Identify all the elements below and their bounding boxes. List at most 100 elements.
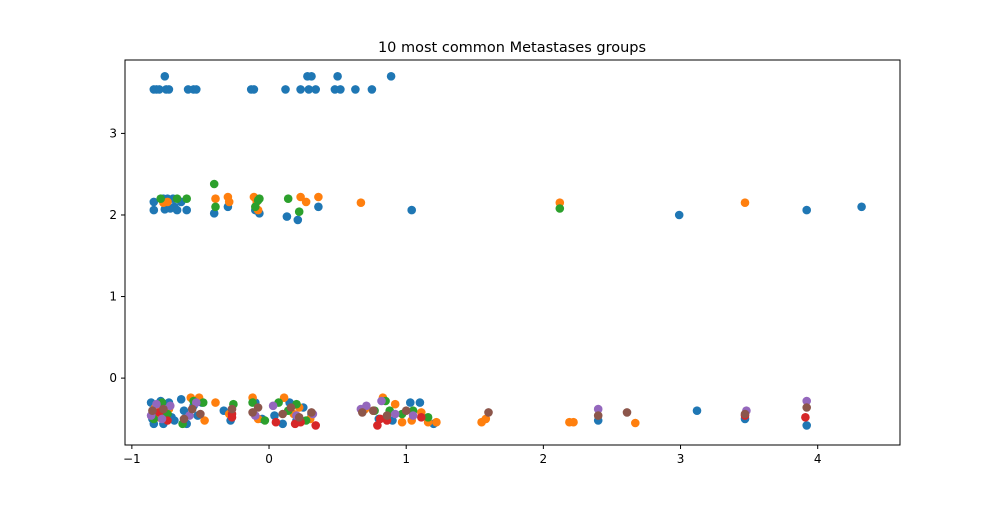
data-point — [160, 72, 170, 81]
data-point — [278, 419, 288, 429]
chart-title: 10 most common Metastases groups — [378, 40, 646, 56]
x-tick-label: 0 — [265, 452, 273, 466]
data-point — [155, 85, 164, 94]
data-point — [149, 205, 159, 215]
data-point — [631, 418, 640, 428]
data-point — [569, 417, 578, 427]
data-point — [304, 85, 314, 94]
data-point — [802, 396, 811, 406]
data-point — [311, 85, 321, 94]
x-tick-label: −1 — [123, 452, 141, 466]
data-point — [159, 404, 168, 414]
data-point — [149, 197, 159, 207]
data-point — [382, 411, 392, 420]
data-point — [802, 205, 811, 215]
data-point — [282, 212, 292, 221]
data-point — [260, 416, 270, 425]
data-point — [192, 398, 201, 407]
data-point — [286, 403, 296, 412]
data-point — [294, 207, 304, 216]
y-axis: 0 1 2 3 — [109, 126, 125, 385]
data-point — [255, 194, 264, 203]
data-point — [555, 204, 565, 213]
y-tick-label: 0 — [109, 371, 117, 385]
data-point — [268, 401, 278, 411]
data-point — [593, 404, 603, 414]
data-point — [358, 408, 367, 417]
data-point — [187, 404, 197, 414]
data-point — [356, 198, 366, 207]
data-point — [307, 408, 316, 417]
data-point — [294, 413, 304, 422]
data-point — [740, 409, 750, 419]
data-point — [802, 403, 811, 412]
data-point — [390, 409, 400, 419]
data-point — [253, 403, 263, 412]
data-point — [377, 396, 386, 406]
data-point — [802, 421, 811, 430]
data-points-layer — [146, 72, 866, 430]
data-point — [401, 406, 411, 416]
data-point — [166, 401, 175, 411]
y-tick-label: 3 — [109, 126, 117, 140]
data-point — [209, 209, 219, 218]
data-point — [164, 85, 174, 94]
plot-frame — [124, 59, 901, 446]
data-point — [270, 411, 279, 420]
data-point — [170, 416, 179, 425]
data-point — [192, 85, 201, 94]
data-point — [432, 417, 441, 427]
data-point — [408, 411, 418, 420]
data-point — [336, 85, 345, 94]
data-point — [176, 395, 186, 404]
data-point — [281, 85, 290, 94]
y-tick-label: 2 — [109, 208, 117, 222]
data-point — [296, 85, 305, 94]
data-point — [369, 406, 378, 416]
data-point — [314, 202, 323, 212]
data-point — [484, 408, 493, 417]
data-point — [211, 398, 220, 407]
data-point — [293, 215, 303, 225]
data-point — [179, 406, 189, 416]
data-point — [227, 413, 237, 422]
data-point — [406, 398, 415, 407]
data-point — [248, 398, 257, 407]
data-point — [307, 72, 316, 81]
x-tick-label: 4 — [814, 452, 822, 466]
x-tick-label: 3 — [677, 452, 685, 466]
data-point — [386, 72, 396, 81]
data-point — [278, 409, 288, 419]
data-point — [390, 399, 400, 409]
data-point — [375, 414, 385, 424]
data-point — [333, 72, 342, 81]
data-point — [367, 85, 377, 94]
data-point — [373, 421, 382, 430]
data-point — [227, 404, 237, 414]
data-point — [182, 194, 191, 203]
data-point — [152, 399, 161, 409]
data-point — [198, 398, 208, 407]
data-point — [740, 198, 750, 207]
data-point — [211, 202, 220, 212]
data-point — [248, 408, 257, 417]
data-point — [801, 413, 810, 422]
data-point — [179, 414, 189, 424]
data-point — [674, 210, 684, 220]
data-point — [362, 401, 371, 411]
data-point — [172, 194, 182, 203]
data-point — [271, 417, 281, 427]
data-point — [157, 414, 167, 424]
data-point — [407, 205, 417, 215]
data-point — [249, 85, 259, 94]
data-point — [211, 194, 220, 203]
data-point — [857, 202, 866, 212]
x-axis: −1 0 1 2 3 4 — [123, 445, 822, 466]
y-tick-label: 1 — [109, 290, 117, 304]
data-point — [311, 421, 321, 430]
data-point — [182, 205, 191, 215]
data-point — [196, 409, 205, 419]
data-point — [481, 414, 491, 424]
